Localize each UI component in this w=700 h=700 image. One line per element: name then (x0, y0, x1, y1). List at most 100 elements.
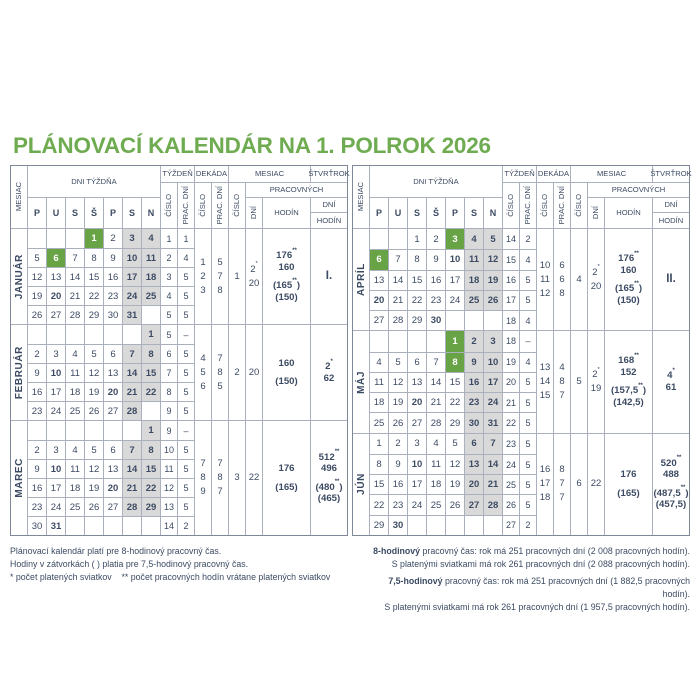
week-working-days: 5 (178, 459, 195, 478)
day-cell: 15 (446, 371, 465, 393)
month-number: 3 (229, 421, 246, 535)
day-cell-weekend: 1 (142, 325, 161, 344)
month-working-hours: 176 (165) (263, 421, 311, 535)
week-working-days: 5 (520, 371, 537, 393)
day-cell: 16 (28, 478, 47, 497)
week-working-days: 5 (178, 440, 195, 459)
header-pracovnych: PRACOVNÝCH (246, 183, 347, 198)
day-cell (446, 514, 465, 535)
day-cell: 10 (446, 249, 465, 270)
day-cell (104, 421, 123, 440)
day-cell: 2 (104, 229, 123, 248)
day-cell: 11 (66, 363, 85, 382)
day-cell: 25 (370, 412, 389, 433)
day-cell: 18 (66, 382, 85, 401)
header-day-letter: P (28, 198, 47, 228)
day-cell: 15 (370, 474, 389, 495)
header-sec-mesiac: MESIAC (229, 166, 311, 183)
day-cell: 9 (389, 453, 408, 475)
day-cell: 23 (28, 401, 47, 420)
day-cell: 5 (389, 351, 408, 372)
day-cell-weekend: 14 (484, 453, 503, 475)
week-number: 18 (503, 310, 520, 331)
header-mesiac-column: MESIAC (11, 166, 28, 228)
header-mesiac-hodin: HODÍN (605, 198, 653, 228)
footnote-line: S platenými sviatkami má rok 261 pracovn… (384, 602, 690, 612)
quarter-cell: 520** 488 (487,5**) (457,5) (653, 455, 689, 511)
day-cell: 4 (66, 440, 85, 459)
header-dekada: DEKÁDA (195, 166, 229, 183)
week-working-days: 1 (178, 229, 195, 248)
footnote-line: 8-hodinový pracovný čas: rok má 251 prac… (373, 546, 690, 556)
day-cell-weekend: 10 (484, 351, 503, 372)
day-cell: 21 (427, 392, 446, 413)
day-cell-weekend: 17 (123, 267, 142, 286)
day-cell (47, 421, 66, 440)
day-cell-weekend: 6 (465, 433, 484, 454)
day-cell (370, 229, 389, 250)
day-cell: 18 (66, 478, 85, 497)
week-working-days: – (520, 331, 537, 352)
header-stvrtrok-hodin: HODÍN (658, 215, 684, 225)
day-cell: 3 (47, 344, 66, 363)
week-number: 9 (161, 401, 178, 420)
day-cell-weekend: 8 (142, 440, 161, 459)
day-cell: 26 (446, 494, 465, 515)
day-cell: 10 (47, 459, 66, 478)
day-cell-weekend: 10 (123, 248, 142, 267)
header-pracovnych: PRACOVNÝCH (588, 183, 689, 198)
day-cell: 16 (104, 267, 123, 286)
week-working-days: 5 (178, 401, 195, 420)
day-cell (142, 305, 161, 324)
day-cell (389, 229, 408, 250)
calendar-tables: MESIAC DNI TÝŽDŇA P U S Š P S N TÝŽDEŇ ČÍSLO PRAC. … (10, 165, 692, 536)
month-number: 2 (229, 325, 246, 420)
week-working-days: 5 (178, 286, 195, 305)
header-sec-mesiac: MESIAC (571, 166, 653, 183)
day-cell-weekend: 18 (465, 269, 484, 290)
day-cell (408, 514, 427, 535)
day-cell (66, 421, 85, 440)
month-block-marec: MAREC 1 9–2 3 4 5 6 7 8 10 5 9 10 11 12 13 14 15 11 5 16 17 18… (11, 421, 347, 535)
day-cell: 4 (66, 344, 85, 363)
footnote-line: 7,5-hodinový pracovný čas: rok má 251 pr… (388, 576, 690, 599)
day-cell (28, 229, 47, 248)
week-number: 15 (503, 249, 520, 270)
footnotes: Plánovací kalendár platí pre 8-hodinový … (10, 545, 690, 614)
day-cell-weekend: 26 (484, 289, 503, 311)
week-working-days: 4 (520, 249, 537, 270)
day-cell: 17 (47, 478, 66, 497)
month-working-days: 2* 20 (588, 229, 605, 331)
day-cell: 1 (408, 229, 427, 250)
week-number: 11 (161, 459, 178, 478)
day-cell: 29 (370, 514, 389, 535)
day-cell-weekend: 21 (484, 474, 503, 495)
header-stvrtrok-dni: DNÍ (653, 198, 689, 213)
day-cell: 26 (389, 412, 408, 433)
day-cell (408, 331, 427, 352)
week-number: 7 (161, 363, 178, 382)
quarter-cell: II. (666, 272, 676, 285)
day-cell (85, 325, 104, 344)
header-mesiac-cislo: ČÍSLO (229, 183, 246, 228)
header-stvrtrok-dni: DNÍ (311, 198, 347, 213)
day-cell: 20 (104, 382, 123, 401)
day-cell: 10 (47, 363, 66, 382)
day-cell: 21 (389, 289, 408, 311)
day-cell-weekend: 16 (465, 371, 484, 393)
day-cell: 6 (104, 344, 123, 363)
day-cell: 20 (370, 289, 389, 311)
day-cell: 24 (47, 497, 66, 516)
day-cell: 13 (104, 363, 123, 382)
day-cell-weekend: 25 (142, 286, 161, 305)
day-cell: 8 (85, 248, 104, 267)
month-name: JÚN (353, 433, 370, 535)
day-cell (123, 325, 142, 344)
week-working-days: 5 (178, 305, 195, 324)
week-number: 23 (503, 433, 520, 454)
day-cell (104, 325, 123, 344)
day-cell: 19 (389, 392, 408, 413)
day-cell: 7 (389, 249, 408, 270)
